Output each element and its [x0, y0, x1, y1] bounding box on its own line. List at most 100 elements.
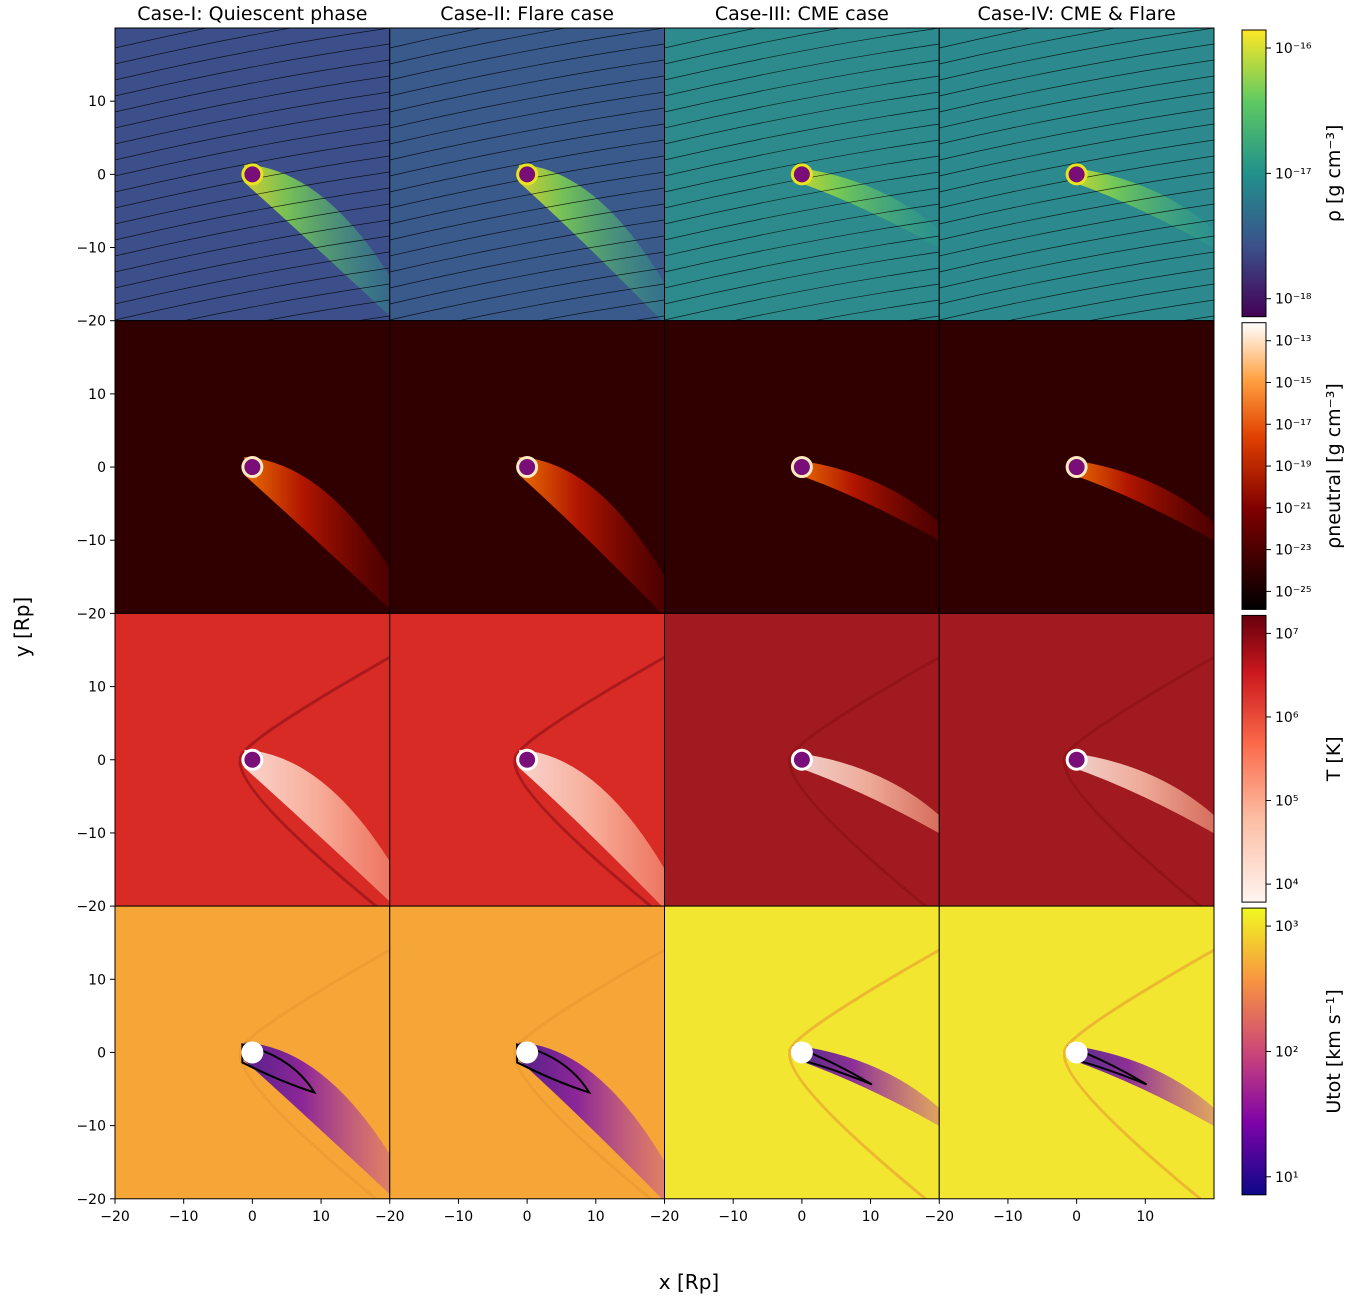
streamline — [939, 123, 1214, 177]
streamline — [1006, 283, 1214, 321]
x-tick-label: −20 — [100, 1209, 130, 1225]
colorbar-tick-label: 10² — [1275, 1044, 1298, 1060]
y-tick-label: −20 — [76, 899, 106, 915]
colorbar-tick-label: 10⁻¹⁷ — [1275, 166, 1311, 182]
colorbar-tick-label: 10⁻¹⁵ — [1275, 375, 1311, 391]
planet-marker — [1068, 459, 1085, 476]
streamline — [115, 267, 390, 321]
colorbar-0 — [1241, 29, 1267, 318]
planetary-tail — [244, 164, 390, 317]
colorbar-tick-label: 10⁻¹⁹ — [1275, 459, 1312, 475]
planetary-tail — [795, 460, 940, 541]
streamline — [664, 187, 940, 241]
colorbar-label: ρneutral [g cm⁻³] — [1323, 383, 1345, 549]
bow-shock — [238, 656, 390, 907]
panel-grid — [114, 27, 1215, 1200]
x-tick-label: 0 — [797, 1209, 806, 1225]
streamline — [389, 75, 665, 129]
planet-marker — [793, 459, 810, 476]
y-tick-label: −10 — [76, 1119, 106, 1135]
colorbar-tick-label: 10⁻²³ — [1275, 543, 1311, 559]
x-tick-label: 10 — [312, 1209, 330, 1225]
streamline — [1087, 299, 1214, 321]
y-tick-label: 0 — [97, 753, 106, 769]
planetary-tail — [519, 457, 665, 614]
x-tick-label: 10 — [862, 1209, 880, 1225]
column-title: Case-III: CME case — [715, 3, 889, 25]
streamline — [939, 187, 1214, 241]
streamline — [115, 235, 390, 289]
streamline — [115, 139, 390, 193]
x-tick-label: −20 — [650, 1209, 680, 1225]
streamline — [389, 267, 665, 321]
panel-r2-c1 — [389, 612, 665, 907]
planetary-tail — [795, 167, 940, 248]
planetary-tail — [1070, 167, 1214, 248]
planetary-tail — [1070, 752, 1214, 834]
planetary-tail — [244, 749, 390, 902]
streamline — [939, 171, 1214, 225]
y-tick-label: −20 — [76, 314, 106, 330]
streamline — [939, 59, 1214, 113]
y-tick-label: −20 — [76, 606, 106, 622]
streamline — [664, 219, 940, 273]
colorbar-tick-label: 10⁵ — [1275, 794, 1298, 810]
streamline — [664, 251, 940, 305]
planet-marker — [519, 166, 536, 183]
column-title: Case-II: Flare case — [440, 3, 614, 25]
streamline — [389, 28, 665, 81]
column-title: Case-IV: CME & Flare — [977, 3, 1175, 25]
velocity-contour — [516, 1043, 592, 1095]
colorbar-tick-label: 10³ — [1275, 919, 1298, 935]
panel-r1-c3 — [938, 320, 1215, 614]
streamline — [939, 267, 1214, 321]
colorbar-tick-label: 10⁻¹⁸ — [1275, 292, 1312, 308]
y-tick-label: 10 — [88, 972, 106, 988]
colorbar-tick-label: 10⁻²⁵ — [1275, 584, 1311, 600]
streamline — [389, 235, 665, 289]
panel-r1-c2 — [664, 320, 940, 614]
streamline — [939, 75, 1214, 129]
streamline — [664, 28, 940, 81]
colorbar-label: Utot [km s⁻¹] — [1323, 989, 1345, 1113]
streamline — [262, 299, 390, 321]
panel-r0-c2 — [664, 27, 940, 322]
streamline — [457, 283, 665, 321]
streamline — [939, 251, 1214, 305]
streamline — [664, 171, 940, 225]
streamline — [664, 139, 940, 193]
streamline — [389, 123, 665, 177]
x-tick-label: 0 — [1072, 1209, 1081, 1225]
panel-r1-c1 — [389, 320, 665, 614]
planetary-tail — [519, 164, 665, 321]
planetary-tail — [1070, 460, 1214, 541]
panel-r3-c1 — [389, 905, 665, 1200]
streamline — [389, 251, 665, 305]
streamline — [115, 171, 390, 225]
panel-r3-c3 — [938, 905, 1215, 1200]
colorbar-tick-label: 10⁷ — [1275, 626, 1298, 642]
y-tick-label: −10 — [76, 241, 106, 257]
bow-shock — [1062, 656, 1214, 907]
colorbar-tick-label: 10⁶ — [1275, 710, 1299, 726]
y-tick-label: 10 — [88, 94, 106, 110]
planet-marker — [1068, 751, 1085, 768]
planet-marker — [519, 459, 536, 476]
streamline — [939, 28, 1033, 49]
y-tick-label: 0 — [97, 167, 106, 183]
streamline — [389, 91, 665, 145]
planet-marker — [244, 751, 261, 768]
streamline — [664, 43, 940, 97]
y-tick-label: 0 — [97, 1045, 106, 1061]
streamline — [389, 171, 665, 225]
bow-shock — [788, 948, 940, 1199]
planetary-tail — [519, 749, 665, 907]
streamline — [939, 235, 1214, 289]
streamline — [115, 28, 209, 49]
axes: 100−10−20100−10−20100−10−20100−10−20−20−… — [76, 94, 1154, 1225]
streamline — [664, 107, 940, 161]
planetary-tail — [1070, 1045, 1214, 1126]
y-axis-label: y [Rp] — [10, 597, 34, 657]
colorbar-1 — [1241, 322, 1267, 610]
